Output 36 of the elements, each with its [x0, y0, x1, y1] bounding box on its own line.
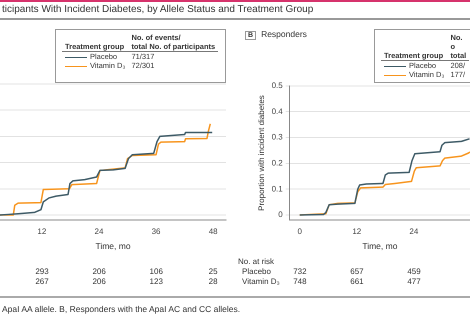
text: No. at risk [238, 257, 274, 266]
text: 106 [150, 267, 163, 276]
text: 25 [208, 267, 218, 276]
y-tick-label: 0.5 [272, 81, 284, 90]
y-tick-label: 0.4 [272, 106, 284, 116]
text: 661 [350, 277, 364, 286]
x-tick-label: 24 [409, 227, 419, 236]
text: 123 [150, 277, 163, 286]
x-axis-title: Time, mo [95, 241, 131, 252]
text: Placebo [242, 267, 271, 276]
y-tick-label: 0 [278, 210, 284, 220]
text: 28 [208, 277, 218, 286]
text: Vitamin D₃ [242, 277, 280, 286]
y-tick-label: 0.2 [272, 158, 284, 168]
x-tick-label: 48 [208, 227, 218, 236]
x-tick-label: 24 [94, 227, 104, 236]
x-tick-label: 12 [37, 227, 47, 236]
text: 206 [92, 267, 106, 276]
text: 477 [407, 277, 421, 286]
chart-title: Responders [261, 29, 307, 39]
y-tick-label: 0.1 [272, 184, 284, 194]
y-axis-title: Proportion with incident diabetes [257, 95, 266, 211]
x-tick-label: 36 [152, 227, 162, 236]
y-tick-label: 0.3 [272, 132, 284, 142]
x-axis-title: Time, mo [362, 241, 398, 252]
chart-title: ticipants With Incident Diabetes, by Allele Status and Treatment Group [2, 4, 314, 15]
text: 459 [407, 267, 421, 276]
text: 206 [92, 277, 106, 286]
text: 293 [35, 267, 49, 276]
text: 267 [35, 277, 49, 286]
x-tick-label: 12 [352, 227, 362, 236]
text: ApaI AA allele. B, Responders with the ApaI AC and CC alleles. [2, 304, 240, 314]
text: 657 [350, 267, 364, 276]
text: 732 [293, 267, 307, 276]
text: 748 [293, 277, 307, 286]
x-tick-label: 0 [297, 227, 302, 236]
